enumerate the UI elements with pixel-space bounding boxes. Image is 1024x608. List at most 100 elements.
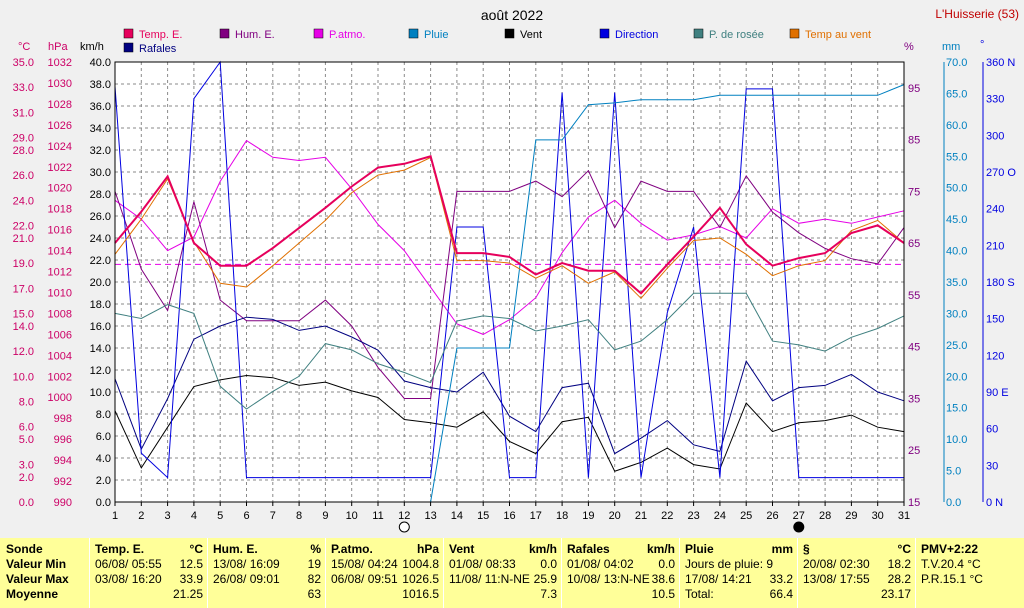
series-line-direction — [114, 60, 904, 479]
panel-unit: °C — [189, 542, 203, 556]
chart: août 2022 L'Huisserie (53) Temp. E. Hum. … — [12, 7, 1020, 533]
panel-row-date: 15/08/ 04:24 — [331, 557, 398, 571]
panel-title: Temp. E. °C — [95, 542, 203, 556]
panel-row: 11/08/ 11:N-NE 25.9 — [449, 572, 557, 586]
wind-tick-label: 4.0 — [96, 453, 111, 465]
x-tick-label: 23 — [687, 510, 699, 522]
summary-panel: P.atmo. hPa 15/08/ 04:24 1004.8 06/08/ 09:51… — [325, 538, 443, 608]
panel-row: 26/08/ 09:01 82 — [213, 572, 321, 586]
panel-row: 21.25 — [95, 587, 203, 601]
rain-tick-label: 60.0 — [946, 120, 967, 132]
panel-unit: km/h — [646, 542, 675, 556]
legend-swatch — [504, 28, 515, 39]
press-tick-label: 992 — [54, 476, 72, 488]
press-tick-label: 990 — [54, 497, 72, 509]
panel-title-text: Temp. E. — [95, 542, 145, 556]
wind-tick-label: 16.0 — [90, 321, 111, 333]
panel-row: P.R.15.1 °C — [921, 572, 1020, 586]
press-tick-label: 1000 — [48, 392, 72, 404]
rain-tick-label: 45.0 — [946, 214, 967, 226]
panel-row-value: 33.2 — [769, 572, 793, 586]
temp-tick-label: 31.0 — [13, 107, 34, 119]
wind-tick-label: 38.0 — [90, 79, 111, 91]
hum-tick-label: 85 — [908, 135, 920, 147]
panel-row: 01/08/ 08:33 0.0 — [449, 557, 557, 571]
wind-tick-label: 22.0 — [90, 255, 111, 267]
x-tick-label: 17 — [530, 510, 542, 522]
dir-tick-label: 270 O — [986, 167, 1016, 179]
wind-tick-label: 18.0 — [90, 299, 111, 311]
panel-title: Pluie mm — [685, 542, 793, 556]
x-tick-label: 31 — [898, 510, 910, 522]
press-tick-label: 998 — [54, 413, 72, 425]
panel-row-date: 01/08/ 08:33 — [449, 557, 516, 571]
panel-row-value: 66.4 — [769, 587, 793, 601]
summary-panel: Temp. E. °C 06/08/ 05:55 12.5 03/08/ 16:20 33… — [89, 538, 207, 608]
x-tick-label: 12 — [398, 510, 410, 522]
press-tick-label: 1024 — [48, 141, 72, 153]
temp-tick-label: 35.0 — [13, 57, 34, 69]
x-tick-label: 21 — [635, 510, 647, 522]
panel-row-value: 23.17 — [880, 587, 911, 601]
panel-unit: km/h — [528, 542, 557, 556]
legend-label: Pluie — [424, 29, 448, 41]
temp-tick-label: 12.0 — [13, 346, 34, 358]
series-line-temp-au-vent — [114, 156, 905, 300]
panel-title: § °C — [803, 542, 911, 556]
chart-title: août 2022 — [481, 7, 543, 23]
rain-tick-label: 20.0 — [946, 371, 967, 383]
panel-unit: % — [310, 542, 321, 556]
axes: 0.02.03.05.06.08.010.012.014.015.017.019… — [13, 57, 1016, 533]
wind-tick-label: 28.0 — [90, 189, 111, 201]
panel-title-text: Hum. E. — [213, 542, 258, 556]
panel-row: 23.17 — [803, 587, 911, 601]
temp-tick-label: 3.0 — [19, 459, 34, 471]
x-tick-label: 28 — [819, 510, 831, 522]
legend-label: Temp au vent — [805, 29, 871, 41]
temp-tick-label: 33.0 — [13, 82, 34, 94]
press-tick-label: 994 — [54, 455, 72, 467]
dir-tick-label: 300 — [986, 130, 1004, 142]
grid — [115, 62, 904, 502]
panel-row-value: 28.2 — [887, 572, 911, 586]
panel-title: P.atmo. hPa — [331, 542, 439, 556]
temp-tick-label: 19.0 — [13, 258, 34, 270]
press-tick-label: 1006 — [48, 329, 72, 341]
press-tick-label: 1026 — [48, 120, 72, 132]
x-tick-label: 20 — [609, 510, 621, 522]
row-label: Valeur Min — [6, 557, 67, 571]
summary-panel: Vent km/h 01/08/ 08:33 0.0 11/08/ 11:N-NE 25.… — [443, 538, 561, 608]
panel-row: 10/08/ 13:N-NE 38.6 — [567, 572, 675, 586]
panel-row-value: 21.25 — [172, 587, 203, 601]
wind-tick-label: 8.0 — [96, 409, 111, 421]
x-tick-label: 11 — [372, 510, 383, 522]
panel-title: Vent km/h — [449, 542, 557, 556]
press-tick-label: 1022 — [48, 162, 72, 174]
series-line-vent — [114, 374, 905, 472]
panel-row: 17/08/ 14:21 33.2 — [685, 572, 793, 586]
legend-label: Rafales — [139, 43, 177, 55]
panel-row-value: 0.0 — [658, 557, 675, 571]
panel-row: 7.3 — [449, 587, 557, 601]
temp-tick-label: 15.0 — [13, 308, 34, 320]
panel-title: Rafales km/h — [567, 542, 675, 556]
hum-tick-label: 55 — [908, 290, 920, 302]
temp-tick-label: 22.0 — [13, 220, 34, 232]
hum-tick-label: 25 — [908, 445, 920, 457]
legend-swatch — [123, 28, 134, 39]
temp-tick-label: 26.0 — [13, 170, 34, 182]
legend-swatch — [693, 28, 704, 39]
temp-tick-label: 10.0 — [13, 371, 34, 383]
x-tick-label: 25 — [740, 510, 752, 522]
temp-tick-label: 8.0 — [19, 396, 34, 408]
x-tick-label: 1 — [112, 510, 118, 522]
panel-row: 13/08/ 17:55 28.2 — [803, 572, 911, 586]
temp-tick-label: 2.0 — [19, 472, 34, 484]
panel-row-date: 13/08/ 17:55 — [803, 572, 870, 586]
wind-tick-label: 30.0 — [90, 167, 111, 179]
row-label: Moyenne — [6, 587, 59, 601]
row-label: Valeur Max — [6, 572, 69, 586]
panel-row-date: 17/08/ 14:21 — [685, 572, 752, 586]
summary-row-labels: Sonde Valeur Min Valeur Max Moyenne — [0, 538, 89, 608]
hum-tick-label: 75 — [908, 186, 920, 198]
